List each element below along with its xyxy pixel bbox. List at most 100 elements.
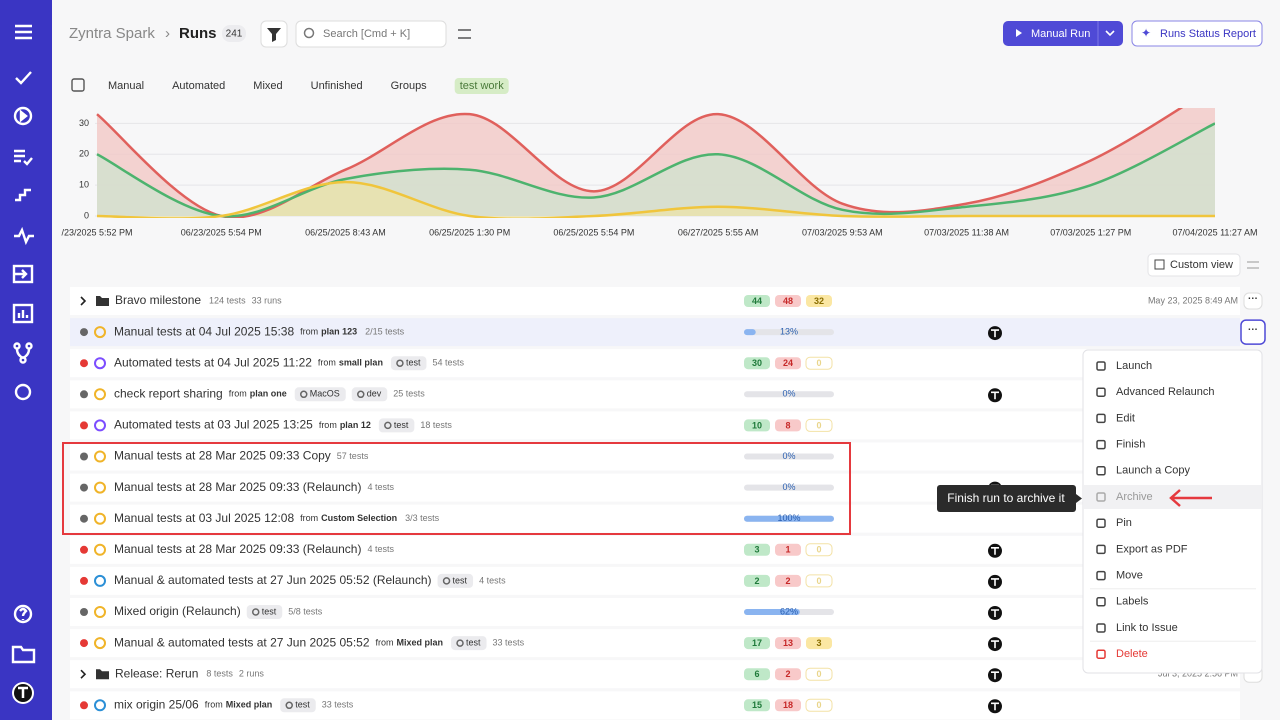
row[interactable] bbox=[70, 660, 1240, 689]
row[interactable] bbox=[70, 691, 1240, 720]
more-dots: ··· bbox=[1248, 294, 1258, 305]
menu-item[interactable]: Pin bbox=[1116, 517, 1132, 529]
count-badge bbox=[744, 419, 770, 432]
tab-pill[interactable] bbox=[454, 78, 509, 94]
run-title[interactable]: Manual tests at 04 Jul 2025 15:38 bbox=[114, 324, 294, 338]
progress-track bbox=[744, 329, 834, 336]
run-tests: 3/3 tests bbox=[405, 513, 440, 523]
count: 44 bbox=[752, 296, 762, 306]
filter-icon bbox=[267, 28, 281, 42]
menu-item[interactable]: Launch a Copy bbox=[1116, 465, 1190, 477]
row[interactable] bbox=[70, 380, 1240, 409]
row[interactable] bbox=[70, 349, 1240, 378]
more-button[interactable] bbox=[1243, 292, 1263, 310]
menu-item[interactable]: Edit bbox=[1116, 412, 1135, 424]
select-all[interactable] bbox=[71, 78, 85, 92]
sparkle: ✦ bbox=[1141, 26, 1151, 40]
count: 2 bbox=[785, 669, 790, 679]
origin-icon bbox=[94, 481, 106, 494]
row[interactable] bbox=[70, 566, 1240, 595]
chevron[interactable] bbox=[80, 669, 87, 679]
from: from bbox=[319, 420, 337, 430]
tab[interactable]: Automated bbox=[172, 80, 225, 92]
origin-icon bbox=[94, 699, 106, 712]
folder bbox=[96, 296, 109, 306]
run-title[interactable]: Automated tests at 03 Jul 2025 13:25 bbox=[114, 418, 313, 432]
line bbox=[96, 180, 1215, 218]
x-tick-label: 07/03/2025 11:38 AM bbox=[924, 227, 1009, 237]
menu-item[interactable]: Launch bbox=[1116, 360, 1152, 372]
more-button[interactable] bbox=[1240, 319, 1266, 345]
count-badge bbox=[806, 295, 832, 307]
row[interactable] bbox=[70, 442, 1240, 471]
origin-icon bbox=[94, 543, 106, 556]
run-title[interactable]: Manual tests at 28 Mar 2025 09:33 (Relau… bbox=[114, 542, 361, 556]
run-title[interactable]: Manual & automated tests at 27 Jun 2025 … bbox=[114, 635, 370, 649]
settings-icon[interactable] bbox=[458, 29, 471, 39]
custom-view-button[interactable] bbox=[1147, 253, 1241, 277]
run-title[interactable]: Manual tests at 03 Jul 2025 12:08 bbox=[114, 511, 294, 525]
y-tick-label: 0 bbox=[84, 210, 89, 220]
run-title[interactable]: Manual tests at 28 Mar 2025 09:33 Copy bbox=[114, 449, 331, 463]
tab[interactable]: Mixed bbox=[253, 80, 282, 92]
tab[interactable]: Unfinished bbox=[311, 80, 363, 92]
run-title[interactable]: Manual & automated tests at 27 Jun 2025 … bbox=[114, 573, 432, 587]
source: Mixed plan bbox=[397, 637, 444, 647]
view-icon bbox=[1154, 259, 1165, 270]
menu-item[interactable]: Move bbox=[1116, 570, 1143, 582]
progress-bar bbox=[744, 515, 834, 522]
progress-track bbox=[744, 453, 834, 460]
row[interactable] bbox=[70, 287, 1240, 315]
menu-item[interactable]: Export as PDF bbox=[1116, 543, 1188, 555]
tab[interactable]: Groups bbox=[391, 80, 428, 92]
tag-icon bbox=[456, 639, 464, 647]
status-report-button[interactable] bbox=[1131, 20, 1263, 47]
tag-label: test bbox=[262, 606, 277, 616]
progress-track bbox=[744, 484, 834, 491]
chevron[interactable] bbox=[80, 296, 87, 306]
search-icon bbox=[303, 27, 315, 39]
tabs: Manual Automated Mixed Unfinished Groups test… bbox=[108, 78, 509, 94]
search-box[interactable] bbox=[295, 20, 447, 48]
count: 18 bbox=[783, 700, 793, 710]
run-tests: 4 tests bbox=[367, 482, 394, 492]
tag-label: test bbox=[394, 420, 409, 430]
count-badge bbox=[744, 574, 770, 587]
run-title[interactable]: mix origin 25/06 bbox=[114, 697, 199, 711]
run-title[interactable]: Automated tests at 04 Jul 2025 11:22 bbox=[114, 355, 312, 369]
source: plan one bbox=[250, 389, 287, 399]
row[interactable] bbox=[70, 411, 1240, 440]
group-title: Bravo milestone bbox=[115, 293, 201, 307]
run-title[interactable]: check report sharing bbox=[114, 386, 223, 400]
menu-panel bbox=[1082, 349, 1263, 674]
menu-item[interactable]: Advanced Relaunch bbox=[1116, 386, 1214, 398]
menu-icon bbox=[1096, 623, 1106, 633]
run-title[interactable]: Manual tests at 28 Mar 2025 09:33 (Relau… bbox=[114, 480, 361, 494]
menu-item[interactable]: Labels bbox=[1116, 596, 1149, 608]
count-badge bbox=[775, 699, 801, 712]
dropdown-icon[interactable] bbox=[1105, 30, 1115, 37]
x-tick-label: 06/23/2025 5:54 PM bbox=[181, 227, 262, 237]
manual-run-button[interactable] bbox=[1003, 21, 1123, 46]
status-icon bbox=[80, 452, 88, 461]
tooltip-arrow bbox=[1076, 494, 1082, 503]
from: from bbox=[300, 326, 318, 336]
run-count: 241 bbox=[226, 29, 243, 40]
menu-item[interactable]: Link to Issue bbox=[1116, 622, 1178, 634]
run-title[interactable]: Mixed origin (Relaunch) bbox=[114, 604, 241, 618]
row[interactable] bbox=[70, 629, 1240, 658]
view-settings[interactable] bbox=[1247, 261, 1259, 269]
count-badge bbox=[805, 418, 833, 432]
origin-icon bbox=[94, 606, 106, 618]
count-badge bbox=[775, 574, 801, 587]
row[interactable] bbox=[70, 535, 1240, 564]
menu-item[interactable]: Delete bbox=[1116, 648, 1148, 660]
manual-run-label: Manual Run bbox=[1031, 28, 1090, 40]
workspace[interactable]: Zyntra Spark bbox=[69, 25, 155, 42]
menu-icon bbox=[1096, 597, 1106, 607]
row[interactable] bbox=[70, 318, 1240, 347]
tab[interactable]: Manual bbox=[108, 80, 144, 92]
row[interactable] bbox=[70, 598, 1240, 626]
menu-item[interactable]: Finish bbox=[1116, 439, 1145, 451]
count: 30 bbox=[752, 358, 762, 368]
